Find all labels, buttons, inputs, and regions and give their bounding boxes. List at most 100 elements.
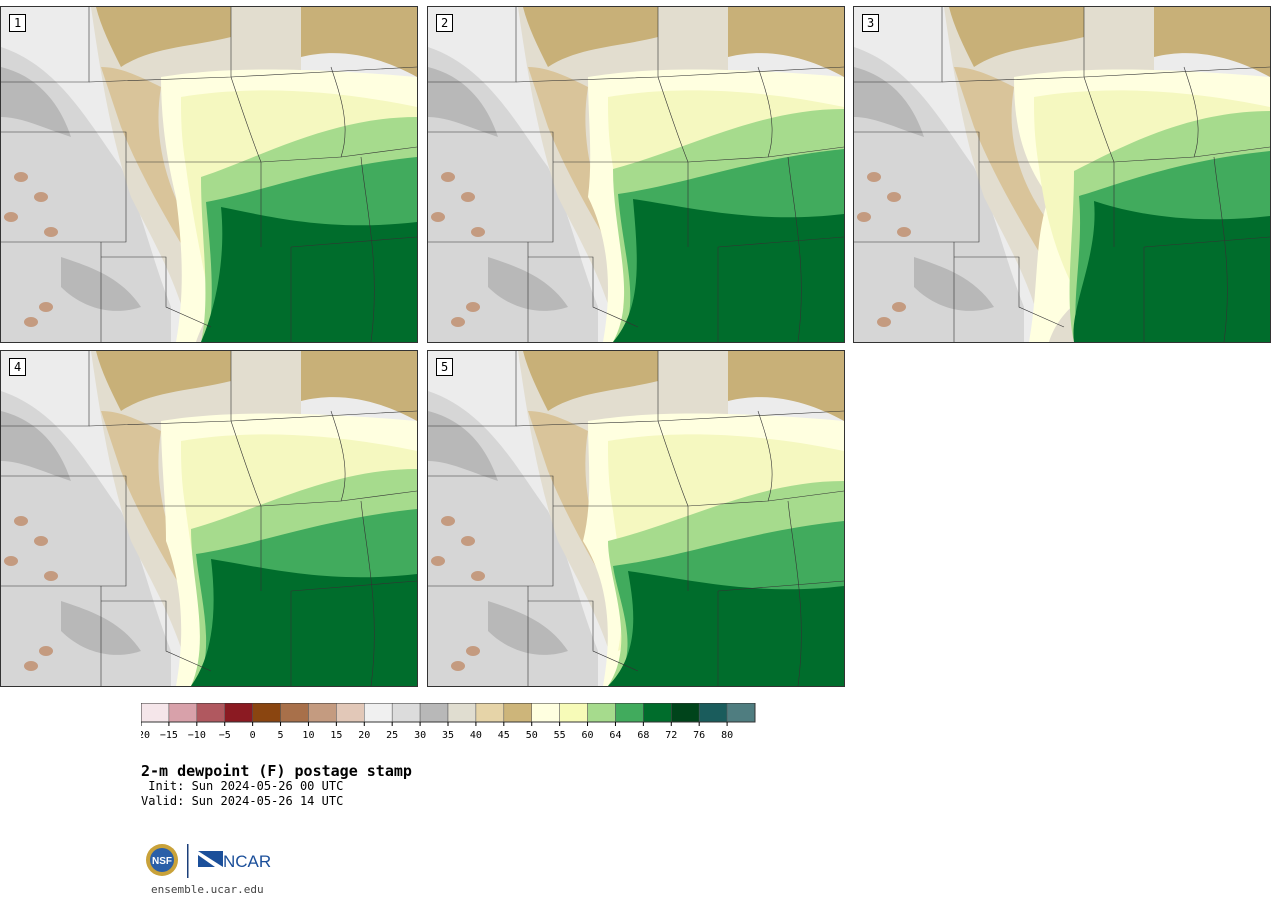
- mountain-region: [854, 67, 924, 137]
- colorbar-swatch: [503, 703, 532, 723]
- colorbar-tick-label: 35: [442, 730, 454, 741]
- colorbar-swatch: [475, 703, 505, 723]
- state-boundary: [657, 410, 844, 422]
- colorbar-tick-label: 10: [302, 730, 314, 741]
- plains-region: [728, 7, 844, 77]
- dry-spot: [466, 302, 480, 312]
- plains-region: [96, 351, 231, 411]
- dry-spot: [471, 227, 485, 237]
- colorbar-swatch: [587, 703, 616, 723]
- colorbar: −20 −15 −10 −5 0 5 10 15 20 25 30 35 40 45 50 55 60 64 68 7…: [141, 703, 756, 741]
- dewpoint-map-2: [428, 7, 844, 342]
- colorbar-swatch: [364, 703, 393, 723]
- dry-spot: [39, 646, 53, 656]
- colorbar-tick-label: 80: [721, 730, 733, 741]
- colorbar-tick-label: 25: [386, 730, 398, 741]
- state-boundary: [787, 156, 802, 342]
- dry-spot: [887, 192, 901, 202]
- dry-spot: [14, 516, 28, 526]
- panel-label: 4: [9, 358, 27, 376]
- logo-divider: [187, 844, 189, 878]
- state-boundary: [717, 580, 844, 592]
- plains-region: [96, 7, 231, 67]
- dry-spot: [24, 661, 38, 671]
- colorbar-swatch: [531, 703, 560, 723]
- colorbar-swatch: [559, 703, 588, 723]
- dry-spot: [431, 556, 445, 566]
- dry-spot: [24, 317, 38, 327]
- dry-spot: [451, 317, 465, 327]
- state-boundary: [101, 256, 212, 328]
- state-boundary: [657, 420, 689, 507]
- colorbar-tick-label: 64: [609, 730, 621, 741]
- dry-spot: [461, 192, 475, 202]
- state-boundary: [101, 600, 212, 672]
- colorbar-tick-label: 5: [278, 730, 284, 741]
- state-boundary: [230, 410, 417, 422]
- dry-spot: [4, 212, 18, 222]
- map-panel-5: 5: [427, 350, 845, 687]
- colorbar-swatch: [419, 703, 449, 723]
- colorbar-swatch: [308, 703, 337, 723]
- website-link[interactable]: ensemble.ucar.edu: [151, 883, 264, 896]
- nsf-badge-text: NSF: [152, 856, 172, 867]
- dewpoint-map-4: [1, 351, 417, 686]
- state-boundary: [757, 410, 773, 502]
- state-boundary: [1, 131, 127, 243]
- state-boundary: [1083, 76, 1115, 163]
- state-boundary: [330, 410, 346, 502]
- state-boundary: [1083, 66, 1270, 78]
- colorbar-swatch: [391, 703, 421, 723]
- init-time: Init: Sun 2024-05-26 00 UTC: [141, 779, 344, 793]
- colorbar-swatch: [726, 703, 756, 723]
- nsf-ncar-logo: NSF NCAR: [146, 844, 271, 878]
- colorbar-swatch: [671, 703, 700, 723]
- panel-label: 2: [436, 14, 454, 32]
- colorbar-swatch: [615, 703, 644, 723]
- dry-spot: [39, 302, 53, 312]
- mountain-region: [428, 67, 498, 137]
- map-panel-2: 2: [427, 6, 845, 343]
- state-boundary: [717, 236, 844, 248]
- state-boundary: [330, 66, 346, 158]
- very-humid-region: [613, 199, 844, 342]
- map-panel-3: 3: [853, 6, 1271, 343]
- state-boundary: [428, 131, 554, 243]
- plains-region: [301, 7, 417, 77]
- very-humid-region: [201, 207, 417, 342]
- colorbar-tick-label: 30: [414, 730, 426, 741]
- mountain-region: [428, 411, 498, 481]
- dry-spot: [857, 212, 871, 222]
- plains-region: [728, 351, 844, 421]
- dry-spot: [44, 571, 58, 581]
- state-boundary: [757, 66, 773, 158]
- dry-spot: [471, 571, 485, 581]
- colorbar-tick-label: 0: [250, 730, 256, 741]
- dry-spot: [34, 192, 48, 202]
- very-humid-region: [1073, 201, 1270, 342]
- colorbar-tick-label: 60: [582, 730, 594, 741]
- colorbar-swatch: [643, 703, 672, 723]
- state-boundary: [230, 420, 262, 507]
- panel-label: 1: [9, 14, 27, 32]
- colorbar-tick-label: −10: [188, 730, 206, 741]
- dry-spot: [441, 516, 455, 526]
- very-humid-region: [608, 571, 844, 686]
- dry-spot: [892, 302, 906, 312]
- dry-spot: [44, 227, 58, 237]
- state-boundary: [360, 500, 375, 686]
- figure-title: 2-m dewpoint (F) postage stamp: [141, 762, 412, 780]
- colorbar-swatch: [280, 703, 309, 723]
- dry-spot: [441, 172, 455, 182]
- state-boundary: [528, 256, 639, 328]
- state-boundary: [854, 131, 980, 243]
- dry-spot: [461, 536, 475, 546]
- state-boundary: [1143, 236, 1270, 248]
- dry-spot: [466, 646, 480, 656]
- ncar-logo-text: NCAR: [223, 852, 271, 871]
- state-boundary: [428, 475, 554, 587]
- map-panel-1: 1: [0, 6, 418, 343]
- colorbar-swatch: [447, 703, 477, 723]
- plains-region: [523, 7, 658, 67]
- colorbar-tick-label: 50: [526, 730, 538, 741]
